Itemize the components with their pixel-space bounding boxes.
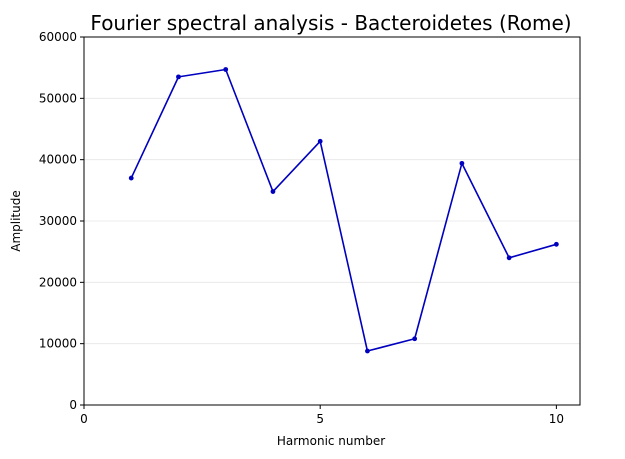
y-axis: 0 10000 20000 30000 40000 50000 60000: [39, 30, 84, 412]
data-point: [365, 348, 370, 354]
x-axis-label: Harmonic number: [277, 434, 385, 448]
data-point: [506, 255, 512, 261]
x-tick-label: 10: [549, 412, 564, 426]
data-point: [412, 336, 418, 342]
y-tick-label: 30000: [39, 214, 77, 228]
y-tick-label: 0: [69, 398, 77, 412]
grid-lines: [84, 36, 580, 406]
series-layer: [128, 67, 559, 354]
x-axis: 0 5 10: [80, 405, 564, 426]
y-tick-label: 20000: [39, 275, 77, 289]
data-point: [128, 175, 134, 181]
data-point: [270, 189, 276, 194]
y-tick-label: 50000: [39, 91, 77, 105]
x-tick-label: 0: [80, 412, 88, 426]
series-line: [130, 68, 557, 352]
x-tick-label: 5: [316, 412, 324, 426]
data-point: [317, 138, 323, 144]
y-axis-label: Amplitude: [9, 190, 23, 252]
y-tick-label: 40000: [39, 153, 77, 167]
chart-title: Fourier spectral analysis - Bacteroidete…: [90, 11, 571, 35]
data-point: [553, 241, 559, 247]
data-point: [176, 74, 181, 80]
y-tick-label: 10000: [39, 337, 77, 351]
y-tick-label: 60000: [39, 30, 77, 44]
data-point: [459, 160, 465, 166]
data-point: [223, 67, 229, 72]
